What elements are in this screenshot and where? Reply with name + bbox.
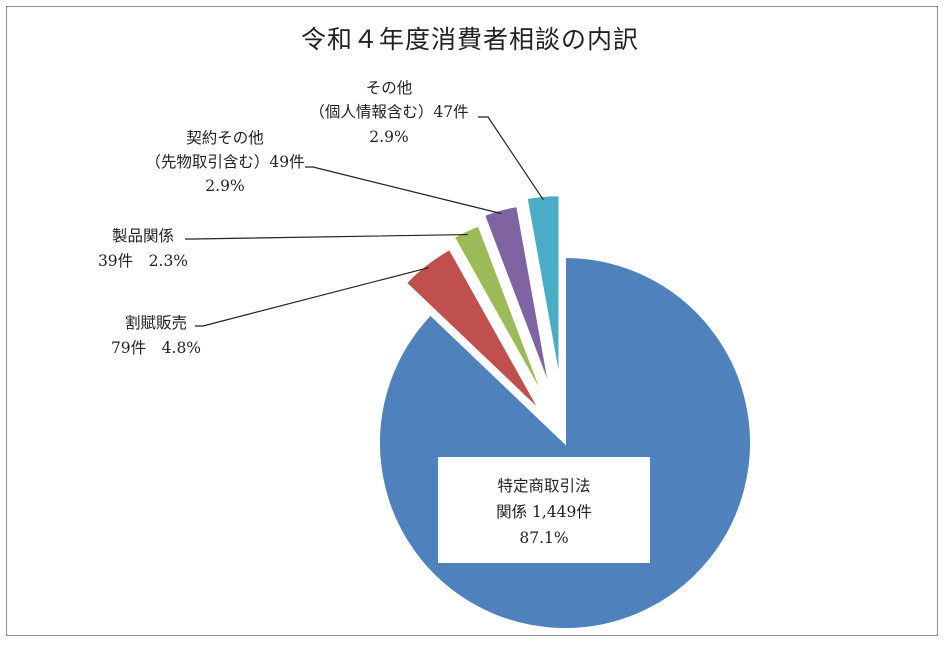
pie-slice-0: [378, 255, 752, 630]
data-label-2-line-1: 39件 2.3%: [98, 252, 188, 270]
leader-line-2: [185, 233, 468, 240]
data-label-0-line-2: 87.1%: [519, 529, 568, 547]
leader-line-4: [478, 116, 544, 201]
data-label-3-line-0: 契約その他: [186, 129, 264, 147]
pie-slice-3: [482, 204, 552, 390]
data-label-3-line-2: 2.9%: [205, 177, 244, 195]
data-label-box-0: [438, 457, 650, 563]
data-label-0-line-1: 関係 1,449件: [496, 503, 592, 521]
data-label-4-line-2: 2.9%: [369, 128, 408, 146]
chart-title: 令和４年度消費者相談の内訳: [300, 25, 639, 54]
data-label-2-line-0: 製品関係: [112, 227, 174, 245]
data-label-4-line-1: （個人情報含む）47件: [309, 103, 468, 121]
data-label-3-line-1: （先物取引含む）49件: [145, 153, 304, 171]
leader-line-3: [305, 166, 502, 215]
pie-slice-4: [525, 194, 561, 382]
pie-slice-1: [404, 247, 542, 413]
data-label-0-line-0: 特定商取引法: [497, 477, 590, 495]
data-label-1-line-1: 79件 4.8%: [111, 339, 201, 357]
pie-slice-2: [452, 224, 546, 400]
leader-line-1: [195, 266, 430, 327]
data-label-1-line-0: 割賦販売: [125, 314, 187, 332]
data-label-4-line-0: その他: [366, 79, 413, 97]
